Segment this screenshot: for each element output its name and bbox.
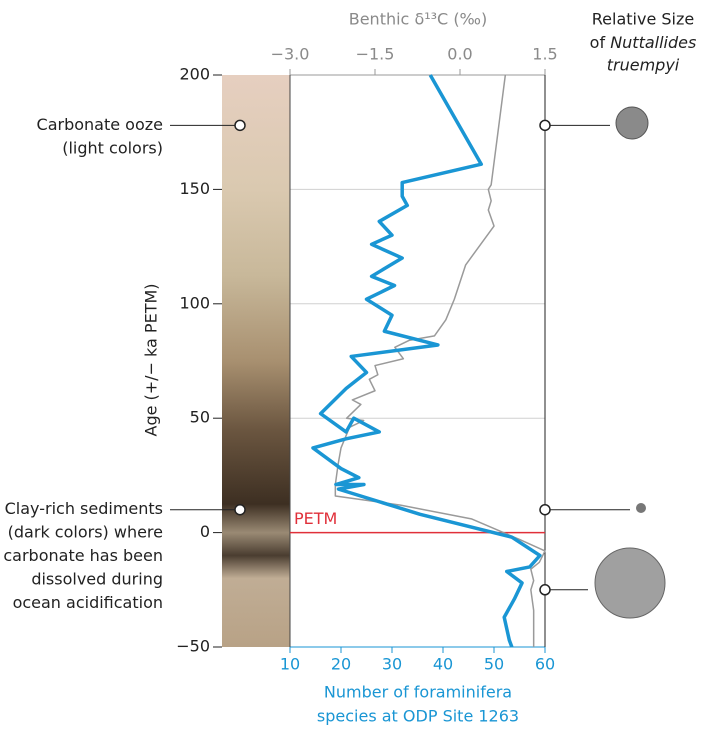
annotation-marker [235,505,245,515]
size-title-of: of [590,33,606,52]
chart: Benthic δ¹³C (‰) Relative Size of Nuttal… [0,0,703,731]
annotation-text: ocean acidification [13,593,163,612]
y-tick-label: 150 [179,179,210,198]
y-tick-label: 50 [190,408,210,427]
annotation-marker [235,120,245,130]
petm-label: PETM [294,509,337,528]
x-tick-label: 10 [280,655,300,674]
fossil-images [595,107,665,618]
x-tick-label: 60 [535,655,555,674]
size-title-epithet: truempyi [607,56,680,75]
size-title: of Nuttallides [590,33,697,52]
x-tick-label: 20 [331,655,351,674]
bottom-axis-label: Number of foraminifera [324,683,512,702]
y-tick-label: 200 [179,65,210,84]
annotation-text: (light colors) [62,138,163,157]
size-marker [540,120,550,130]
x2-tick-label: −1.5 [356,45,395,64]
size-title: Relative Size [592,10,694,29]
x2-tick-label: 0.0 [447,45,472,64]
series-line [313,75,540,647]
size-marker [540,505,550,515]
size-marker [540,585,550,595]
size-title-genus: Nuttallides [610,33,696,52]
x-tick-label: 30 [382,655,402,674]
x2-tick-label: 1.5 [532,45,557,64]
x-tick-label: 40 [433,655,453,674]
fossil-image [595,548,665,618]
y-tick-label: 100 [179,293,210,312]
fossil-image [636,503,646,513]
annotation-text: Carbonate ooze [37,115,163,134]
y-tick-label: −50 [176,637,210,656]
annotation-text: Clay-rich sediments [5,499,163,518]
fossil-image [616,107,648,139]
sediment-core [222,75,290,647]
y-axis-label: Age (+/− ka PETM) [142,283,161,436]
annotation-text: carbonate has been [3,546,163,565]
page: Benthic δ¹³C (‰) Relative Size of Nuttal… [0,0,703,731]
bottom-axis-label: species at ODP Site 1263 [317,707,519,726]
annotation-text: dissolved during [31,570,163,589]
top-axis-label: Benthic δ¹³C (‰) [349,10,488,29]
y-tick-label: 0 [200,522,210,541]
x-tick-label: 50 [484,655,504,674]
series-line [335,75,545,647]
x2-tick-label: −3.0 [271,45,310,64]
annotation-text: (dark colors) where [8,523,163,542]
